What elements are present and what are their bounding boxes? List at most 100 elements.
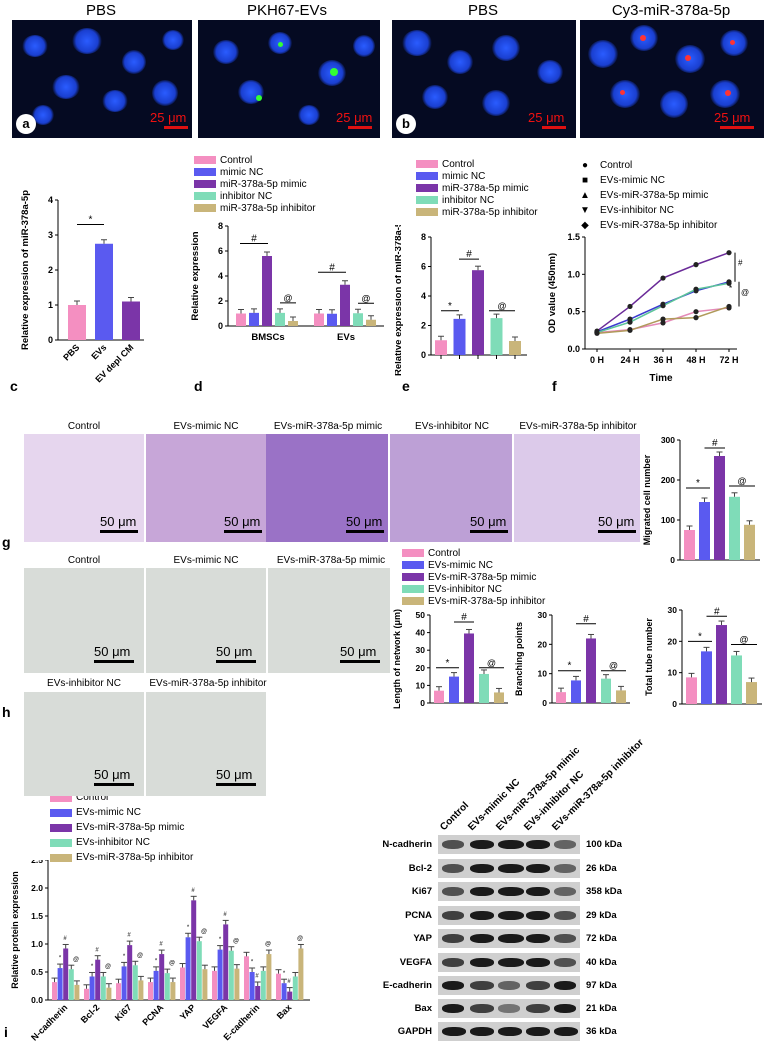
scale-label-b2: 25 μm: [714, 110, 751, 125]
legend-swatch: [194, 180, 216, 188]
sig-mark: @: [201, 929, 207, 935]
sig-mark: #: [583, 614, 589, 625]
y-tick-label: 10: [538, 669, 548, 679]
bar: [260, 970, 266, 1000]
sig-mark: @: [361, 293, 370, 303]
y-tick-label: 30: [538, 610, 548, 620]
y-tick-label: 0: [218, 321, 223, 331]
data-point: [660, 320, 666, 326]
legend-swatch: [402, 561, 424, 569]
data-point: [693, 286, 699, 292]
bar: [95, 243, 113, 340]
sig-mark: #: [63, 936, 67, 942]
wb-blot-7: [438, 999, 580, 1018]
bar: [434, 690, 444, 703]
y-axis-title: Length of network (μm): [392, 609, 402, 709]
bar: [116, 983, 121, 1000]
sig-mark: #: [712, 438, 718, 449]
bar: [314, 313, 324, 326]
legend-swatch: [416, 208, 438, 216]
y-axis-title: Relative expression: [190, 231, 201, 320]
wb-protein-3: PCNA: [405, 910, 432, 921]
bar: [249, 972, 255, 1000]
bar: [327, 313, 337, 326]
x-tick-label: 24 H: [620, 355, 639, 365]
scale-label-g3: 50 μm: [470, 514, 507, 529]
legend-swatch: [194, 204, 216, 212]
sig-mark: #: [466, 249, 472, 260]
scale-label-h1: 50 μm: [216, 644, 253, 659]
data-point: [693, 262, 699, 268]
x-axis-title: Time: [649, 373, 673, 384]
bar: [68, 969, 74, 1000]
wb-size-5: 40 kDa: [586, 957, 617, 968]
x-tick-label: Bax: [275, 1002, 294, 1021]
y-tick-label: 2.5: [31, 860, 43, 865]
panel-a-title-pbs: PBS: [85, 2, 116, 19]
bar: [106, 987, 112, 1000]
x-tick-label: N-cadherin: [29, 1002, 69, 1042]
bar: [276, 973, 281, 1000]
sig-mark: @: [137, 953, 143, 959]
panel-a-title-pkh67: PKH67-EVs: [246, 2, 328, 19]
panel-label-i: i: [4, 1024, 8, 1040]
y-tick-label: 20: [668, 636, 678, 646]
y-tick-label: 20: [416, 663, 426, 673]
bar: [729, 496, 740, 560]
wb-blot-6: [438, 976, 580, 995]
sig-mark: @: [609, 661, 618, 671]
sig-mark: @: [739, 634, 748, 644]
y-tick-label: 10: [668, 668, 678, 678]
bar: [601, 678, 611, 703]
scale-label-b1: 25 μm: [528, 110, 565, 125]
data-point: [660, 275, 666, 281]
bar: [340, 284, 350, 326]
y-tick-label: 8: [421, 232, 426, 242]
legend-swatch: [416, 196, 438, 204]
data-point: [726, 280, 732, 286]
y-tick-label: 20: [538, 639, 548, 649]
chart-f: 0.0 0.5 1.0 1.5 OD value (450nm) 0 H 24 H 36 H 4…: [547, 232, 749, 384]
h-title-3: EVs-inhibitor NC: [47, 678, 121, 689]
y-tick-label: 0.5: [31, 967, 43, 977]
sig-mark: #: [251, 234, 257, 245]
transwell-image-mimic-nc: 50 μm: [146, 434, 266, 542]
wb-protein-4: YAP: [413, 933, 432, 944]
wb-blot-3: [438, 906, 580, 925]
bar: [366, 319, 376, 326]
sig-mark: *: [568, 661, 572, 672]
bar: [121, 966, 127, 1000]
y-tick-label: 2.0: [31, 883, 43, 893]
x-tick-label: EVs: [337, 332, 355, 343]
y-tick-label: 4: [48, 195, 53, 205]
y-tick-label: 30: [416, 645, 426, 655]
bar: [52, 982, 57, 1000]
data-point: [660, 316, 666, 322]
g-title-3: EVs-inhibitor NC: [415, 421, 489, 432]
wb-protein-6: E-cadherin: [382, 980, 432, 991]
panel-label-b: b: [396, 114, 416, 134]
bar: [191, 900, 197, 1000]
data-point: [627, 319, 633, 325]
legend-swatch: [50, 823, 72, 832]
wb-size-1: 26 kDa: [586, 863, 617, 874]
panel-label-f: f: [552, 378, 557, 394]
bar: [138, 980, 144, 1000]
y-tick-label: 3: [48, 230, 53, 240]
tube-image-mimic-nc: 50 μm: [146, 568, 266, 673]
x-tick-label: PCNA: [140, 1002, 165, 1027]
x-tick-label: Bcl-2: [79, 1002, 102, 1025]
chart-d: 0 2 4 6 8 Relative expression BMSCs # @ EVs # @: [190, 221, 384, 343]
y-tick-label: 4: [218, 271, 223, 281]
sig-mark: #: [255, 974, 259, 980]
transwell-image-inhibitor-nc: 50 μm: [390, 434, 512, 542]
h-title-0: Control: [67, 555, 101, 566]
bar: [159, 954, 165, 1000]
x-tick-label: YAP: [178, 1002, 198, 1022]
y-tick-label: 0.5: [567, 307, 580, 317]
bar: [185, 937, 191, 1000]
y-tick-label: 0: [48, 335, 53, 345]
micrograph-a-pbs: 25 μm a: [12, 20, 192, 138]
sig-mark: @: [741, 288, 749, 297]
bar: [223, 924, 229, 1000]
